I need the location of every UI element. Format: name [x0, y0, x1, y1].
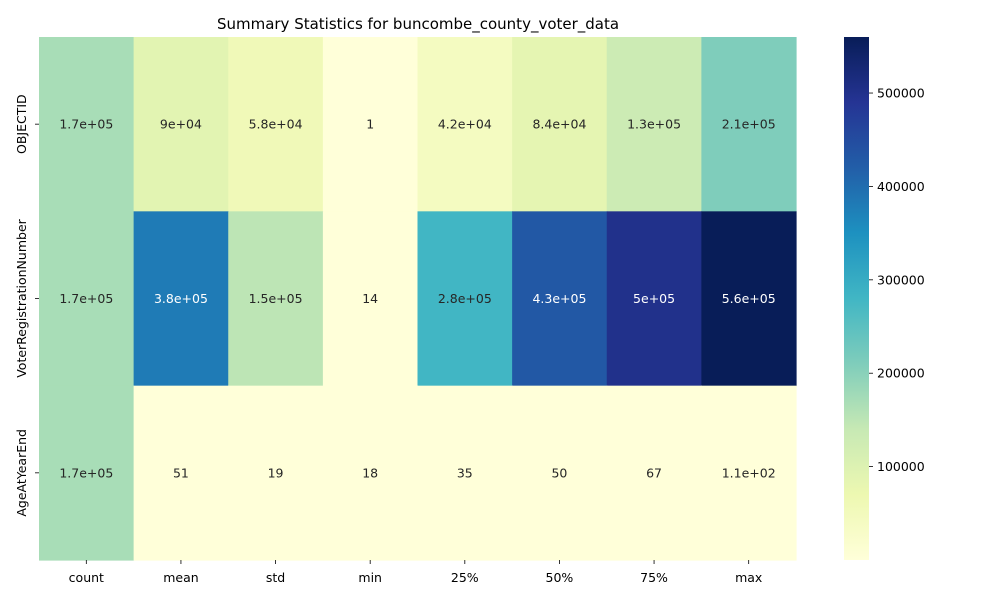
x-tick-label: 50%: [546, 570, 574, 585]
colorbar: 100000 200000 300000 400000 500000: [844, 37, 925, 560]
heatmap-cell: [512, 37, 608, 212]
heatmap-cell: [606, 37, 702, 212]
heatmap-cell: [606, 211, 702, 387]
cell-annotation: 1.1e+02: [722, 465, 776, 480]
heatmap-cell: [228, 385, 324, 561]
x-tick-label: 75%: [640, 570, 668, 585]
colorbar-tick-label: 400000: [877, 179, 925, 194]
heatmap-cell: [39, 385, 135, 561]
heatmap-cell: [606, 385, 702, 561]
y-axis: OBJECTID VoterRegistrationNumber AgeAtYear…: [14, 94, 39, 517]
cell-annotation: 5e+05: [633, 291, 675, 306]
cell-annotation: 19: [268, 465, 284, 480]
x-tick-label: 25%: [451, 570, 479, 585]
cell-annotation: 50: [551, 465, 567, 480]
heatmap-cell: [322, 37, 419, 212]
cell-annotation: 3.8e+05: [154, 291, 208, 306]
y-tick-label: OBJECTID: [14, 94, 29, 154]
cell-annotation: 2.8e+05: [438, 291, 492, 306]
heatmap-cell: [512, 211, 608, 387]
cell-annotation: 9e+04: [160, 117, 202, 132]
heatmap-cell: [228, 211, 324, 387]
cell-annotation: 1.3e+05: [627, 117, 681, 132]
colorbar-tick-label: 100000: [877, 459, 925, 474]
cell-annotation: 2.1e+05: [722, 117, 776, 132]
heatmap-cell: [322, 211, 419, 387]
cell-annotation: 5.8e+04: [249, 117, 303, 132]
heatmap-cell: [417, 37, 513, 212]
heatmap-cell: [701, 37, 797, 212]
x-tick-label: std: [266, 570, 285, 585]
cell-annotation: 4.2e+04: [438, 117, 492, 132]
chart-title: Summary Statistics for buncombe_county_v…: [217, 15, 619, 34]
x-tick-label: mean: [163, 570, 198, 585]
heatmap-cell: [133, 37, 229, 212]
cell-annotation: 1.7e+05: [59, 291, 113, 306]
cell-annotation: 14: [362, 291, 378, 306]
cell-annotation: 4.3e+05: [532, 291, 586, 306]
colorbar-tick-label: 500000: [877, 86, 925, 101]
heatmap-cell: [512, 385, 608, 561]
heatmap-cell: [228, 37, 324, 212]
y-tick-label: AgeAtYearEnd: [14, 429, 29, 517]
cell-annotation: 1.5e+05: [249, 291, 303, 306]
cell-annotation: 35: [457, 465, 473, 480]
colorbar-tick-label: 200000: [877, 366, 925, 381]
heatmap-cell: [322, 385, 419, 561]
y-tick-label: VoterRegistrationNumber: [14, 218, 29, 377]
colorbar-tick-label: 300000: [877, 272, 925, 287]
cell-annotation: 67: [646, 465, 662, 480]
cell-annotation: 1.7e+05: [59, 117, 113, 132]
cell-annotation: 5.6e+05: [722, 291, 776, 306]
heatmap-cell: [701, 211, 797, 387]
cell-annotation: 1: [366, 117, 374, 132]
heatmap-cells: 1.7e+05 9e+04 5.8e+04 1 4.2e+04 8.4e+04 1.3e+0…: [39, 37, 797, 561]
x-tick-label: min: [358, 570, 382, 585]
heatmap-cell: [701, 385, 797, 561]
heatmap-cell: [417, 211, 513, 387]
x-tick-label: max: [735, 570, 762, 585]
heatmap-cell: [133, 211, 229, 387]
heatmap-cell: [39, 211, 135, 387]
heatmap-cell: [417, 385, 513, 561]
heatmap-cell: [133, 385, 229, 561]
cell-annotation: 1.7e+05: [59, 465, 113, 480]
heatmap-cell: [39, 37, 135, 212]
cell-annotation: 51: [173, 465, 189, 480]
x-axis: count mean std min 25% 50% 75% max: [69, 560, 762, 585]
colorbar-gradient: [844, 37, 869, 560]
x-tick-label: count: [69, 570, 104, 585]
cell-annotation: 8.4e+04: [532, 117, 586, 132]
cell-annotation: 18: [362, 465, 378, 480]
